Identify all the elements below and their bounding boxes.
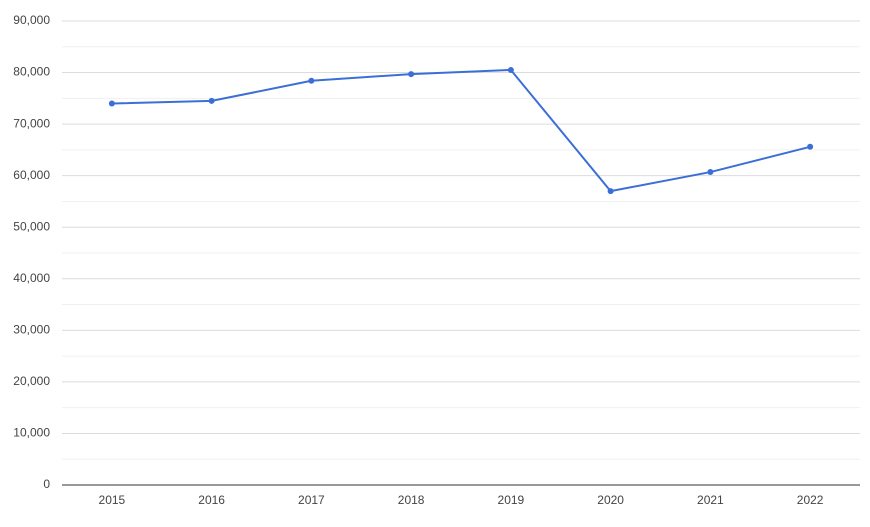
- x-tick-label: 2016: [198, 493, 225, 507]
- y-tick-label: 90,000: [13, 13, 50, 27]
- line: [111, 68, 811, 193]
- point: [507, 66, 514, 73]
- y-tick-label: 10,000: [13, 426, 50, 440]
- point: [607, 188, 614, 195]
- y-tick-label: 70,000: [13, 116, 50, 130]
- y-tick-label: 80,000: [13, 65, 50, 79]
- x-tick-label: 2019: [498, 493, 525, 507]
- point: [408, 71, 415, 78]
- y-tick-label: 60,000: [13, 168, 50, 182]
- y-tick-label: 30,000: [13, 323, 50, 337]
- x-tick-label: 2015: [99, 493, 126, 507]
- point: [308, 77, 315, 84]
- x-tick-label: 2021: [697, 493, 724, 507]
- y-tick-label: 20,000: [13, 374, 50, 388]
- point: [208, 97, 215, 104]
- point: [807, 143, 814, 150]
- x-tick-label: 2022: [797, 493, 824, 507]
- y-tick-label: 40,000: [13, 271, 50, 285]
- x-tick-label: 2020: [597, 493, 624, 507]
- x-tick-label: 2017: [298, 493, 325, 507]
- y-tick-label: 0: [43, 477, 50, 491]
- point: [707, 169, 714, 176]
- point: [108, 100, 115, 107]
- x-tick-label: 2018: [398, 493, 425, 507]
- y-tick-label: 50,000: [13, 219, 50, 233]
